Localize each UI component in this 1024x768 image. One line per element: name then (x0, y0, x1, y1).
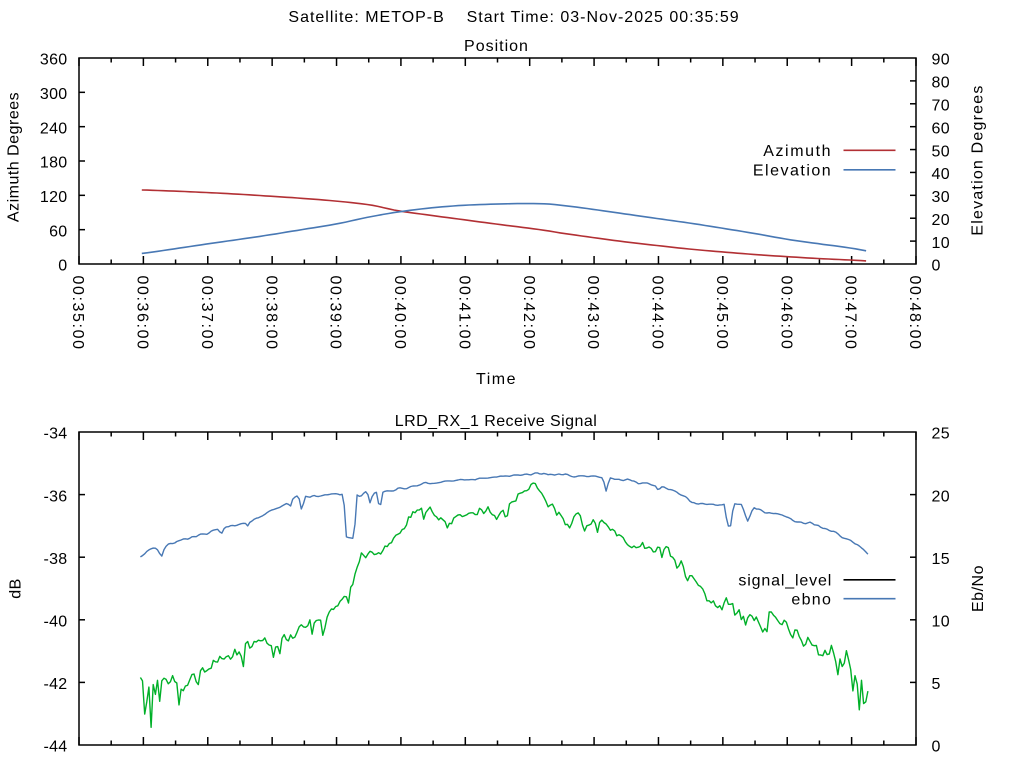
svg-text:15: 15 (932, 551, 950, 568)
svg-text:LRD_RX_1 Receive Signal: LRD_RX_1 Receive Signal (395, 413, 597, 430)
svg-text:Azimuth: Azimuth (763, 143, 832, 160)
svg-text:Satellite: METOP-B Start Ti: Satellite: METOP-B Start Time: 03-Nov-20… (288, 9, 739, 26)
svg-text:90: 90 (932, 52, 950, 69)
svg-text:-34: -34 (43, 426, 67, 443)
svg-text:0: 0 (58, 258, 67, 275)
svg-text:-38: -38 (43, 551, 67, 568)
svg-text:00:38:00: 00:38:00 (262, 276, 279, 351)
svg-text:70: 70 (932, 98, 950, 115)
svg-text:-44: -44 (43, 739, 67, 756)
svg-text:0: 0 (932, 258, 941, 275)
svg-text:Elevation Degrees: Elevation Degrees (969, 84, 986, 235)
svg-text:300: 300 (40, 86, 68, 103)
svg-text:-36: -36 (43, 488, 67, 505)
svg-text:50: 50 (932, 143, 950, 160)
svg-text:20: 20 (932, 212, 950, 229)
svg-text:25: 25 (932, 426, 950, 443)
svg-text:00:46:00: 00:46:00 (777, 275, 794, 350)
svg-text:30: 30 (932, 189, 950, 206)
svg-text:0: 0 (932, 739, 941, 756)
svg-text:ebno: ebno (791, 592, 832, 609)
svg-text:20: 20 (932, 488, 950, 505)
svg-text:00:48:00: 00:48:00 (906, 276, 923, 351)
svg-text:00:47:00: 00:47:00 (842, 275, 859, 350)
svg-text:00:39:00: 00:39:00 (327, 275, 344, 350)
svg-text:180: 180 (40, 155, 68, 172)
svg-text:120: 120 (40, 189, 68, 206)
svg-text:10: 10 (932, 235, 950, 252)
svg-text:Position: Position (464, 38, 529, 55)
svg-text:00:36:00: 00:36:00 (133, 276, 150, 351)
svg-text:00:37:00: 00:37:00 (198, 276, 215, 351)
svg-text:00:41:00: 00:41:00 (455, 275, 472, 350)
svg-text:dB: dB (7, 578, 24, 599)
svg-text:360: 360 (40, 52, 68, 69)
svg-text:40: 40 (932, 166, 950, 183)
svg-text:00:42:00: 00:42:00 (520, 276, 537, 351)
svg-text:60: 60 (932, 120, 950, 137)
svg-text:80: 80 (932, 75, 950, 92)
svg-text:-40: -40 (43, 614, 67, 631)
svg-text:10: 10 (932, 614, 950, 631)
svg-text:00:35:00: 00:35:00 (69, 276, 86, 351)
svg-text:Eb/No: Eb/No (970, 565, 987, 612)
svg-text:00:43:00: 00:43:00 (584, 276, 601, 351)
svg-text:Elevation: Elevation (753, 163, 832, 180)
svg-text:60: 60 (49, 223, 67, 240)
svg-text:00:40:00: 00:40:00 (391, 275, 408, 350)
svg-text:00:45:00: 00:45:00 (713, 275, 730, 350)
svg-text:5: 5 (932, 676, 941, 693)
svg-text:Time: Time (476, 371, 517, 388)
svg-text:Azimuth Degrees: Azimuth Degrees (6, 92, 23, 222)
svg-text:-42: -42 (43, 676, 67, 693)
svg-text:240: 240 (40, 120, 68, 137)
svg-text:signal_level: signal_level (738, 573, 832, 590)
svg-text:00:44:00: 00:44:00 (649, 276, 666, 351)
